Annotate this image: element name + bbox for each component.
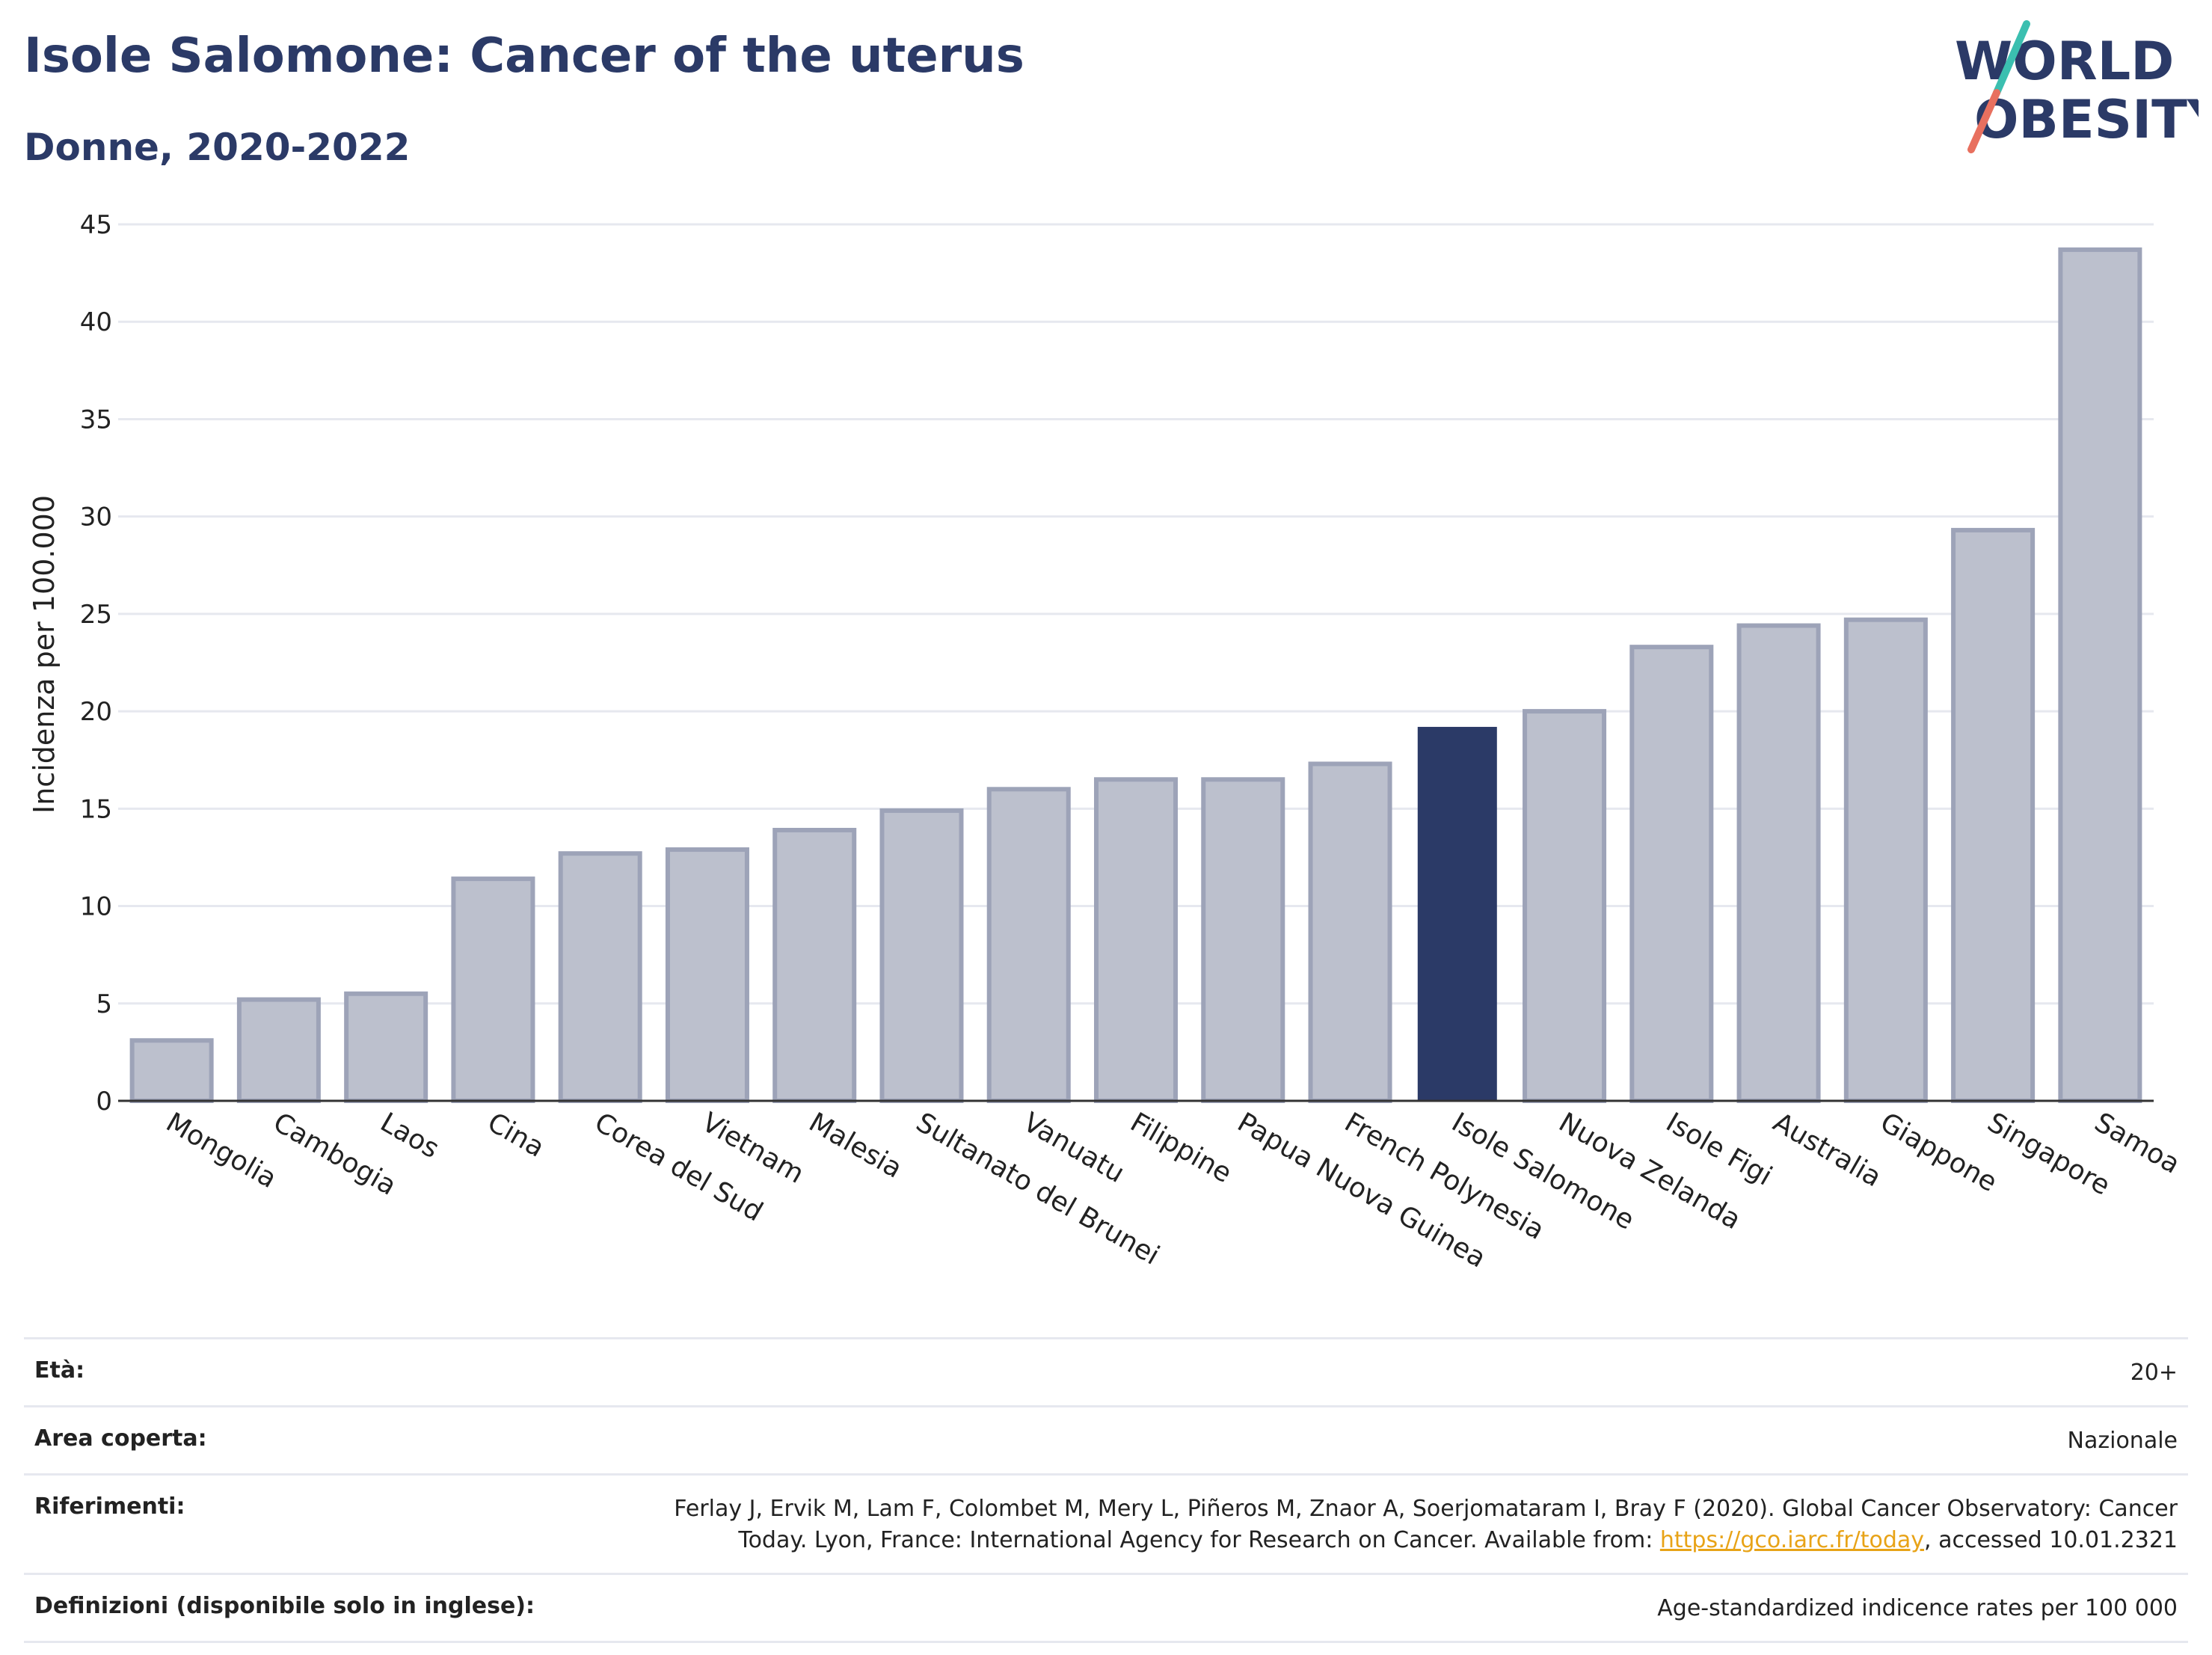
info-row-age: Età: 20+ xyxy=(24,1337,2188,1405)
bar xyxy=(1951,527,2036,1103)
bar xyxy=(665,847,749,1103)
bar xyxy=(1843,617,1928,1103)
info-value-references: Ferlay J, Ervik M, Lam F, Colombet M, Me… xyxy=(674,1493,2178,1556)
bar xyxy=(1093,777,1179,1104)
info-value-area: Nazionale xyxy=(2067,1428,2178,1454)
y-tick-label: 20 xyxy=(80,697,112,727)
x-tick-label: Cina xyxy=(482,1107,550,1164)
y-tick-label: 40 xyxy=(80,307,112,337)
world-obesity-logo: WORLD OBESITY xyxy=(1955,20,2199,153)
info-label-area: Area coperta: xyxy=(34,1425,207,1452)
x-tick-label: Laos xyxy=(375,1107,444,1164)
reference-link[interactable]: https://gco.iarc.fr/today xyxy=(1659,1527,1925,1553)
y-tick-label: 35 xyxy=(80,405,112,435)
info-table: Età: 20+ Area coperta: Nazionale Riferim… xyxy=(24,1337,2188,1643)
x-tick-label: Singapore xyxy=(1982,1107,2116,1201)
y-tick-label: 30 xyxy=(80,503,112,532)
bar xyxy=(344,991,428,1104)
y-tick-label: 10 xyxy=(80,892,112,922)
info-row-area: Area coperta: Nazionale xyxy=(24,1405,2188,1473)
y-tick-label: 5 xyxy=(96,989,112,1019)
bar xyxy=(986,787,1071,1104)
y-axis-label: Incidenza per 100.000 xyxy=(28,495,61,814)
bar xyxy=(129,1038,214,1103)
bar xyxy=(879,808,964,1103)
bars xyxy=(118,247,2154,1104)
reference-line1: Ferlay J, Ervik M, Lam F, Colombet M, Me… xyxy=(674,1496,2178,1522)
y-tick-labels: 0 5 10 15 20 25 30 35 40 45 xyxy=(80,210,112,1117)
bar xyxy=(1736,623,1821,1103)
chart-subtitle: Donne, 2020-2022 xyxy=(24,126,411,169)
y-tick-label: 0 xyxy=(96,1087,112,1117)
x-tick-label: Australia xyxy=(1768,1107,1886,1193)
bar xyxy=(772,827,857,1103)
bar xyxy=(1308,761,1392,1103)
x-tick-label: Giappone xyxy=(1875,1107,2002,1198)
x-tick-label: Malesia xyxy=(804,1107,907,1185)
bar xyxy=(451,876,535,1104)
bar xyxy=(1201,777,1285,1104)
bar xyxy=(1629,645,1714,1103)
info-value-definitions: Age-standardized indicence rates per 100… xyxy=(1657,1595,2178,1621)
info-label-references: Riferimenti: xyxy=(34,1493,185,1520)
y-tick-label: 25 xyxy=(80,600,112,630)
info-row-references: Riferimenti: Ferlay J, Ervik M, Lam F, C… xyxy=(24,1473,2188,1573)
x-tick-label: Mongolia xyxy=(161,1107,282,1194)
bar xyxy=(1523,709,1607,1103)
info-row-definitions: Definizioni (disponibile solo in inglese… xyxy=(24,1573,2188,1643)
info-value-age: 20+ xyxy=(2130,1360,2178,1386)
bar-highlight xyxy=(1417,726,1497,1101)
logo-line1: WORLD xyxy=(1955,31,2174,92)
bar xyxy=(558,851,642,1104)
info-label-age: Età: xyxy=(34,1357,85,1384)
y-tick-label: 45 xyxy=(80,210,112,240)
logo-slash-teal xyxy=(1993,20,2030,96)
reference-line2-post: , accessed 10.01.2321 xyxy=(1924,1527,2178,1553)
bar xyxy=(2058,247,2142,1103)
chart-title: Isole Salomone: Cancer of the uterus xyxy=(24,28,1024,84)
y-tick-label: 15 xyxy=(80,794,112,824)
x-tick-label: Filippine xyxy=(1125,1107,1237,1189)
info-label-definitions: Definizioni (disponibile solo in inglese… xyxy=(34,1593,535,1619)
x-tick-label: Nuova Zelanda xyxy=(1554,1107,1746,1235)
reference-line2-pre: Today. Lyon, France: International Agenc… xyxy=(738,1527,1660,1553)
bar xyxy=(236,997,321,1103)
logo-line2: OBESITY xyxy=(1974,89,2199,150)
x-tick-label: Cambogia xyxy=(268,1107,401,1202)
logo-slash-coral xyxy=(1967,89,2000,153)
